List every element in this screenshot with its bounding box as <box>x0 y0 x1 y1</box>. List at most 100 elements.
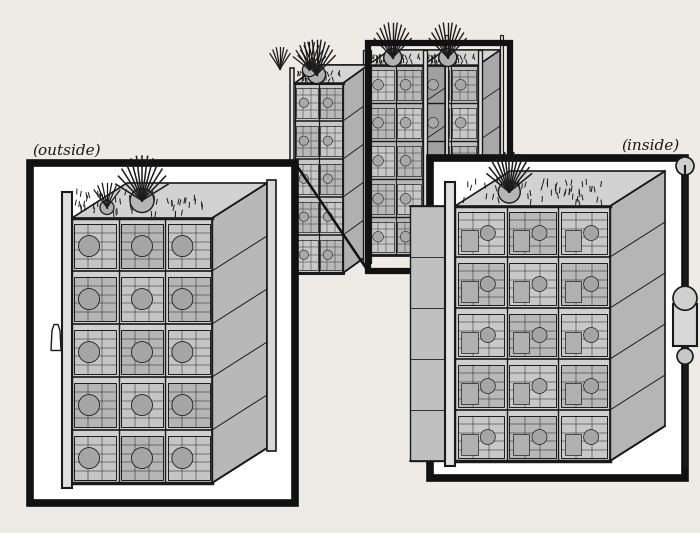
Circle shape <box>455 156 466 166</box>
Circle shape <box>480 327 496 343</box>
Circle shape <box>78 288 99 310</box>
Circle shape <box>584 277 598 292</box>
Bar <box>296 201 318 232</box>
Circle shape <box>584 378 598 393</box>
Circle shape <box>323 212 332 221</box>
Circle shape <box>584 327 598 343</box>
Circle shape <box>676 157 694 175</box>
Bar <box>74 224 116 268</box>
Bar <box>74 437 116 480</box>
Bar <box>458 263 504 305</box>
Bar <box>121 224 163 268</box>
Bar <box>510 365 556 407</box>
Bar <box>397 222 421 252</box>
Circle shape <box>373 156 384 166</box>
Bar <box>452 108 476 138</box>
Bar <box>296 164 318 194</box>
Circle shape <box>323 250 332 260</box>
Bar <box>461 281 477 302</box>
Bar <box>370 70 394 100</box>
Polygon shape <box>423 50 445 255</box>
Bar <box>121 383 163 427</box>
Bar <box>321 239 342 270</box>
Bar <box>121 277 163 321</box>
Circle shape <box>673 286 697 310</box>
Bar <box>296 239 318 270</box>
Bar <box>425 70 449 100</box>
Polygon shape <box>51 325 61 351</box>
Circle shape <box>299 98 309 108</box>
Bar <box>296 126 318 156</box>
Bar <box>458 365 504 407</box>
Circle shape <box>130 189 154 213</box>
Circle shape <box>132 288 153 310</box>
Circle shape <box>532 277 547 292</box>
Polygon shape <box>343 65 368 273</box>
Circle shape <box>172 394 193 416</box>
Bar <box>565 434 581 455</box>
Circle shape <box>498 181 520 203</box>
Bar <box>368 43 510 271</box>
Bar <box>121 437 163 480</box>
Circle shape <box>439 49 456 67</box>
Circle shape <box>428 156 438 166</box>
Circle shape <box>373 231 384 242</box>
Circle shape <box>78 236 99 256</box>
Bar <box>168 437 210 480</box>
Circle shape <box>299 136 309 146</box>
Bar <box>510 263 556 305</box>
Bar <box>397 146 421 176</box>
Circle shape <box>480 277 496 292</box>
Circle shape <box>428 193 438 204</box>
Circle shape <box>78 448 99 469</box>
Bar <box>445 182 455 466</box>
Polygon shape <box>72 183 267 218</box>
Circle shape <box>373 79 384 90</box>
Bar <box>461 383 477 403</box>
Bar <box>510 416 556 458</box>
Circle shape <box>455 117 466 128</box>
Bar <box>397 108 421 138</box>
Bar <box>321 126 342 156</box>
Polygon shape <box>455 206 610 461</box>
Polygon shape <box>295 65 368 83</box>
Circle shape <box>480 430 496 445</box>
Bar <box>461 230 477 251</box>
Bar <box>425 108 449 138</box>
Polygon shape <box>278 167 286 188</box>
Circle shape <box>132 448 153 469</box>
Circle shape <box>172 236 193 256</box>
Circle shape <box>299 212 309 221</box>
Bar <box>168 224 210 268</box>
Circle shape <box>400 79 411 90</box>
Bar <box>321 201 342 232</box>
Bar <box>74 277 116 321</box>
Bar <box>513 383 529 403</box>
Circle shape <box>299 250 309 260</box>
Circle shape <box>532 378 547 393</box>
Bar <box>461 434 477 455</box>
Circle shape <box>299 174 309 183</box>
Circle shape <box>428 231 438 242</box>
Bar <box>452 222 476 252</box>
Circle shape <box>172 288 193 310</box>
Bar <box>296 87 318 118</box>
Polygon shape <box>212 183 267 483</box>
Bar <box>425 146 449 176</box>
Bar <box>370 146 394 176</box>
Bar <box>425 183 449 214</box>
Bar <box>673 304 697 346</box>
Polygon shape <box>610 171 665 461</box>
Bar <box>452 146 476 176</box>
Text: (inside): (inside) <box>622 139 680 153</box>
Bar <box>397 183 421 214</box>
Bar <box>74 383 116 427</box>
Bar <box>30 163 295 503</box>
Bar <box>397 70 421 100</box>
Circle shape <box>584 430 598 445</box>
Bar <box>410 206 450 461</box>
Text: (outside): (outside) <box>32 144 101 158</box>
Circle shape <box>172 342 193 362</box>
Circle shape <box>100 200 114 214</box>
Bar <box>561 263 608 305</box>
